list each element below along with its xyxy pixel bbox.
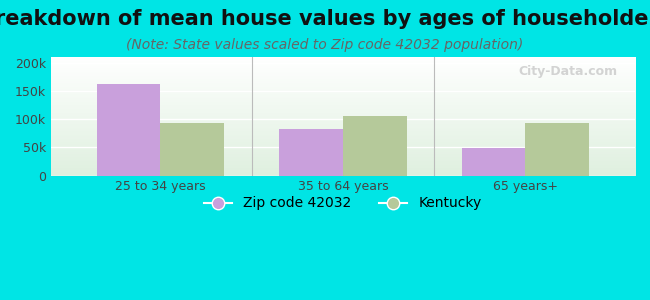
Text: (Note: State values scaled to Zip code 42032 population): (Note: State values scaled to Zip code 4… [126, 38, 524, 52]
Bar [462, 148, 525, 176]
Bar [525, 123, 590, 176]
Bar [279, 129, 343, 175]
Bar [97, 84, 161, 176]
Text: City-Data.com: City-Data.com [518, 65, 618, 78]
Bar [343, 116, 407, 176]
Bar [161, 123, 224, 176]
Text: Breakdown of mean house values by ages of householders: Breakdown of mean house values by ages o… [0, 9, 650, 29]
Legend: Zip code 42032, Kentucky: Zip code 42032, Kentucky [199, 191, 487, 216]
